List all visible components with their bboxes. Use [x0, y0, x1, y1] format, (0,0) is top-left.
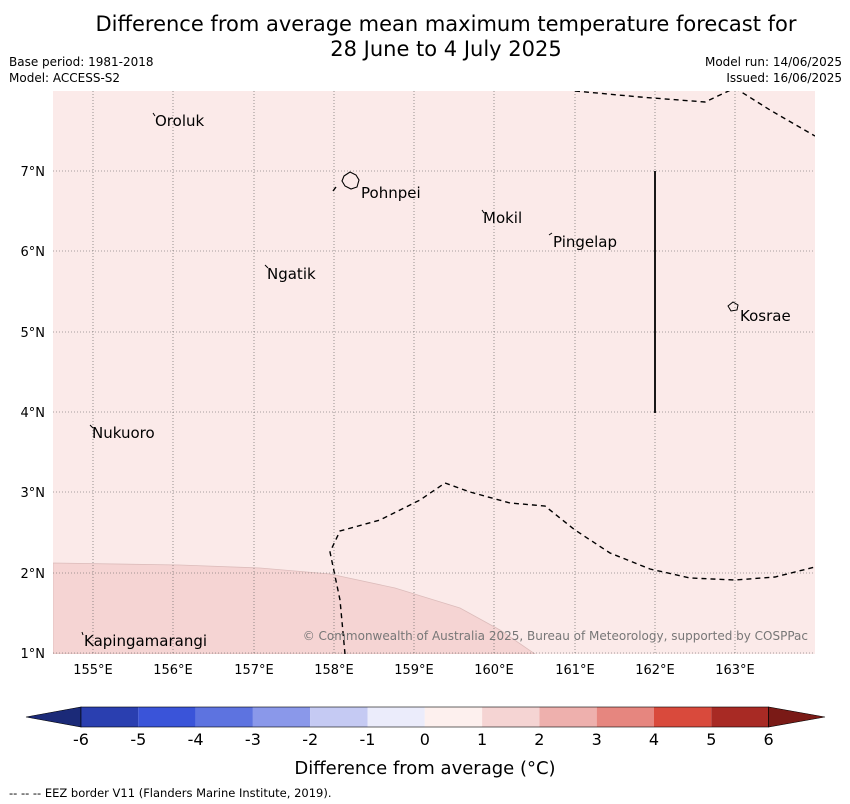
- colorbar-segment: [596, 707, 654, 727]
- colorbar-segment: [252, 707, 311, 727]
- issued-text: Issued: 16/06/2025: [726, 71, 842, 85]
- copyright-text: © Commonwealth of Australia 2025, Bureau…: [303, 629, 808, 643]
- lat-tick-label: 5°N: [21, 326, 46, 341]
- lon-tick-label: 160°E: [474, 663, 514, 678]
- colorbar-segment: [424, 707, 483, 727]
- colorbar-segment: [367, 707, 425, 727]
- colorbar-tick-label: -4: [188, 730, 204, 749]
- colorbar-tick-label: 6: [764, 730, 774, 749]
- model-text: Model: ACCESS-S2: [9, 71, 121, 85]
- title-line-1: Difference from average mean maximum tem…: [95, 12, 797, 36]
- lat-tick-label: 7°N: [21, 165, 46, 180]
- eez-border: [329, 91, 815, 654]
- colorbar-frame: [80, 706, 769, 728]
- colorbar-segment: [482, 707, 540, 727]
- pohnpei-island-icon: [341, 171, 360, 190]
- lon-tick-label: 158°E: [314, 663, 354, 678]
- colorbar-segment: [138, 707, 196, 727]
- colorbar-ticks: -6 -5 -4 -3 -2 -1 0 1 2 3 4 5 6: [73, 730, 774, 749]
- anomaly-region-1-2: [53, 562, 536, 654]
- lat-tick-label: 3°N: [21, 486, 46, 501]
- lon-axis: 155°E 156°E 157°E 158°E 159°E 160°E 161°…: [73, 663, 755, 678]
- colorbar-segment: [310, 707, 368, 727]
- place-label-mokil: Mokil: [483, 209, 522, 227]
- colorbar-label: Difference from average (°C): [294, 758, 555, 779]
- colorbar-tick-label: 2: [534, 730, 544, 749]
- colorbar-tick-label: -1: [360, 730, 376, 749]
- model-run-text: Model run: 14/06/2025: [704, 55, 842, 69]
- colorbar: [25, 706, 826, 728]
- meta-right: Model run: 14/06/2025 Issued: 16/06/2025: [705, 54, 842, 86]
- place-label-nukuoro: Nukuoro: [92, 424, 155, 442]
- lat-tick-label: 4°N: [21, 406, 46, 421]
- lon-tick-label: 162°E: [635, 663, 675, 678]
- colorbar-tick-label: -2: [302, 730, 318, 749]
- place-label-pohnpei: Pohnpei: [361, 184, 421, 202]
- colorbar-tick-label: 3: [592, 730, 602, 749]
- lon-tick-label: 156°E: [153, 663, 193, 678]
- colorbar-tick-label: 0: [420, 730, 430, 749]
- title-line-2: 28 June to 4 July 2025: [330, 37, 562, 61]
- map-title: Difference from average mean maximum tem…: [0, 12, 850, 62]
- colorbar-extend-low: [25, 706, 82, 728]
- lon-tick-label: 163°E: [715, 663, 755, 678]
- map-area[interactable]: [53, 91, 815, 654]
- lon-tick-label: 161°E: [555, 663, 595, 678]
- colorbar-segment: [81, 707, 139, 727]
- meta-left: Base period: 1981-2018 Model: ACCESS-S2: [9, 54, 154, 86]
- base-period-text: Base period: 1981-2018: [9, 55, 154, 69]
- colorbar-segment: [539, 707, 597, 727]
- colorbar-segment: [195, 707, 253, 727]
- place-label-pingelap: Pingelap: [553, 233, 617, 251]
- colorbar-tick-label: 1: [477, 730, 487, 749]
- kosrae-island-icon: [727, 301, 739, 312]
- place-label-oroluk: Oroluk: [155, 112, 204, 130]
- lat-tick-label: 1°N: [21, 647, 46, 662]
- colorbar-tick-label: -6: [73, 730, 89, 749]
- place-label-ngatik: Ngatik: [267, 265, 316, 283]
- lat-axis: 7°N 6°N 5°N 4°N 3°N 2°N 1°N: [21, 165, 46, 662]
- lon-tick-label: 157°E: [234, 663, 274, 678]
- footnote: -- -- -- EEZ border V11 (Flanders Marine…: [9, 786, 332, 800]
- colorbar-tick-label: -5: [130, 730, 146, 749]
- atoll-marks: [81, 112, 553, 636]
- place-label-kapingamarangi: Kapingamarangi: [84, 632, 207, 650]
- colorbar-segment: [654, 707, 712, 727]
- lon-tick-label: 159°E: [394, 663, 434, 678]
- place-label-kosrae: Kosrae: [740, 307, 791, 325]
- colorbar-tick-label: 4: [649, 730, 659, 749]
- colorbar-segment: [711, 707, 769, 727]
- lon-tick-label: 155°E: [73, 663, 113, 678]
- colorbar-tick-label: 5: [706, 730, 716, 749]
- lat-tick-label: 2°N: [21, 567, 46, 582]
- colorbar-extend-high: [768, 706, 826, 728]
- colorbar-tick-label: -3: [245, 730, 261, 749]
- lat-tick-label: 6°N: [21, 245, 46, 260]
